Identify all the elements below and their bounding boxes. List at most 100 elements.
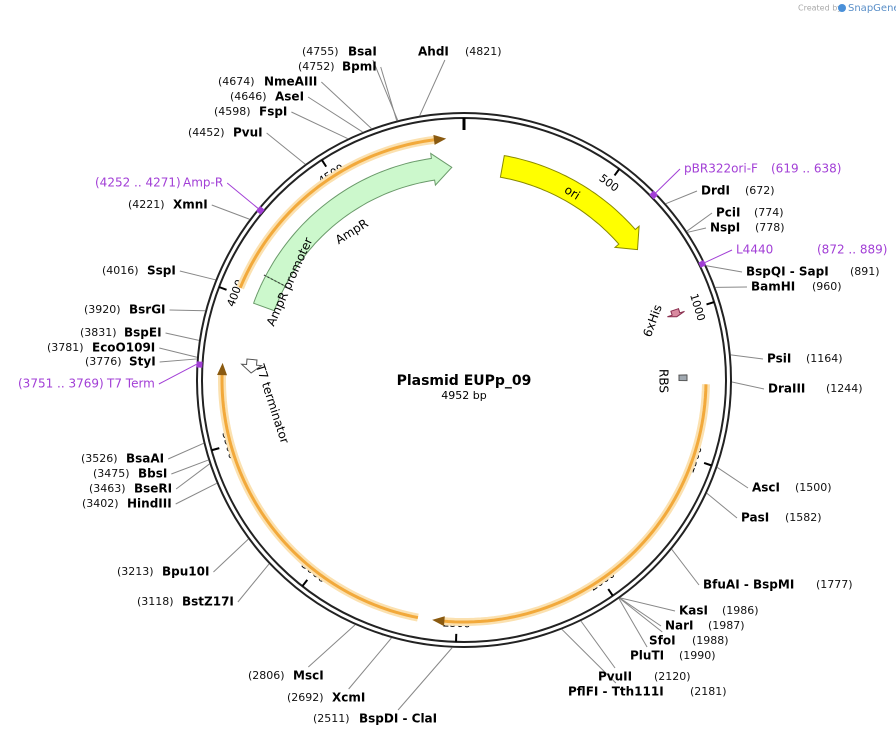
site-label: (2806) — [248, 669, 285, 682]
cut-site — [580, 620, 616, 669]
enzyme-name: SspI — [147, 264, 176, 278]
primer-name: L4440 — [736, 243, 773, 257]
cut-site — [665, 190, 698, 205]
site-label: (4674) — [218, 75, 255, 88]
tick-mark — [301, 579, 309, 587]
cut-site — [731, 381, 765, 390]
primer-leader — [158, 363, 197, 385]
cut-site — [175, 482, 217, 505]
cut-site — [291, 111, 348, 140]
enzyme-name: BspDI - ClaI — [359, 712, 437, 726]
tick-mark — [703, 461, 712, 467]
cut-site — [687, 227, 707, 233]
primer-leader — [655, 168, 681, 194]
site-label: (4646) — [230, 90, 267, 103]
site-label: (960) — [812, 280, 842, 293]
enzyme-name: BstZ17I — [182, 595, 234, 609]
primer-name: pBR322ori-F — [684, 162, 758, 176]
site-label: (4598) — [214, 105, 251, 118]
cut-site — [321, 81, 372, 129]
site-label: (2120) — [654, 670, 691, 683]
site-label: (1986) — [722, 604, 759, 617]
cut-site — [730, 354, 764, 360]
orf-glow — [440, 384, 710, 626]
site-label: (3463) — [89, 482, 126, 495]
cut-site — [619, 597, 663, 633]
feature — [240, 358, 263, 374]
site-label: (778) — [755, 221, 785, 234]
enzyme-name: BsaAI — [126, 452, 164, 466]
site-label: (2692) — [287, 691, 324, 704]
feature — [678, 374, 688, 382]
enzyme-name: PciI — [716, 206, 741, 220]
tick-mark — [607, 588, 614, 597]
primer-range: (4252 .. 4271) — [95, 176, 181, 190]
tick-mark — [321, 159, 328, 168]
site-label: (672) — [745, 184, 775, 197]
enzyme-name: AhdI — [418, 45, 449, 59]
enzyme-name: BspEI — [124, 326, 162, 340]
enzyme-name: SfoI — [649, 634, 676, 648]
cut-site — [618, 598, 648, 648]
site-label: (1500) — [795, 481, 832, 494]
cut-site — [159, 358, 197, 363]
cut-site — [380, 66, 398, 121]
enzyme-name: PsiI — [767, 352, 791, 366]
site-label: (1990) — [679, 649, 716, 662]
enzyme-name: BspQI - SapI — [746, 265, 829, 279]
primer-leader — [704, 249, 733, 264]
site-label: (4016) — [102, 264, 139, 277]
orf-arrowhead — [217, 362, 228, 376]
cut-site — [175, 463, 210, 490]
cut-site — [397, 647, 453, 711]
site-label: (891) — [850, 265, 880, 278]
enzyme-name: XmnI — [173, 198, 208, 212]
tick-label: 1000 — [687, 292, 708, 323]
enzyme-name: DrdI — [701, 184, 730, 198]
feature — [252, 275, 286, 312]
cut-site — [706, 492, 738, 519]
cut-site — [706, 265, 743, 273]
cut-site — [561, 629, 617, 684]
site-label: (3526) — [81, 452, 118, 465]
enzyme-name: BseRI — [134, 482, 172, 496]
primer-name: Amp-R — [183, 176, 223, 190]
enzyme-name: NspI — [710, 221, 740, 235]
orf — [220, 371, 419, 620]
feature-separator — [263, 274, 288, 288]
enzyme-name: EcoO109I — [92, 341, 155, 355]
primer-name: T7 Term — [106, 377, 155, 391]
feature — [265, 152, 453, 287]
tick-mark — [706, 301, 715, 306]
site-label: (3118) — [137, 595, 174, 608]
feature — [667, 308, 685, 318]
feature — [499, 155, 640, 251]
site-label: (2181) — [690, 685, 727, 698]
feature-label: 6xHis — [640, 303, 665, 339]
site-label: (1987) — [708, 619, 745, 632]
site-label: (4221) — [128, 198, 165, 211]
enzyme-name: KasI — [679, 604, 708, 618]
enzyme-name: AseI — [275, 90, 304, 104]
tick-mark — [613, 168, 621, 177]
enzyme-name: DraIII — [768, 382, 805, 396]
primer — [256, 205, 265, 215]
site-label: (4821) — [465, 45, 502, 58]
brand: SnapGene — [848, 3, 896, 14]
cut-site — [266, 132, 306, 165]
cut-site — [211, 204, 250, 220]
enzyme-name: BamHI — [751, 280, 795, 294]
enzyme-name: PvuI — [233, 126, 263, 140]
site-label: (4752) — [298, 60, 335, 73]
site-label: (1988) — [692, 634, 729, 647]
leader-lines — [159, 59, 765, 711]
enzyme-name: PasI — [741, 511, 769, 525]
enzyme-name: StyI — [129, 355, 156, 369]
cut-site — [167, 442, 204, 460]
cut-site — [159, 347, 198, 358]
enzyme-name: PluTI — [630, 649, 664, 663]
enzyme-name: BsrGI — [129, 303, 166, 317]
site-label: (3831) — [80, 326, 117, 339]
enzyme-name: XcmI — [332, 691, 365, 705]
tick-mark — [211, 447, 220, 452]
